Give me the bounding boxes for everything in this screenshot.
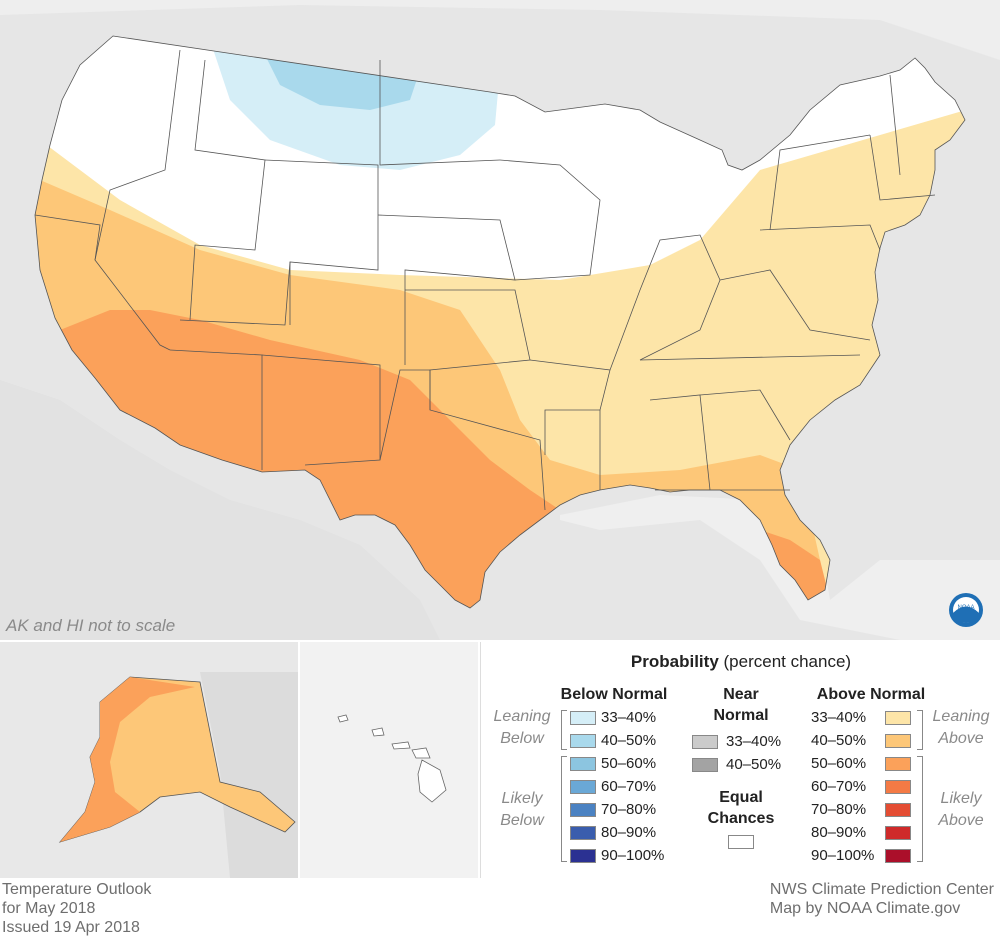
legend-label: 40–50% — [811, 732, 867, 749]
above-normal-header: Above Normal — [816, 686, 926, 703]
legend-swatch — [885, 734, 911, 748]
conus-map-svg: NOAA — [0, 0, 1000, 640]
equal-chances-line2: Chances — [707, 810, 775, 827]
legend-label: 50–60% — [601, 755, 657, 772]
legend-label: 60–70% — [811, 778, 867, 795]
near-normal-header: Near Normal — [691, 684, 791, 726]
equal-chances-swatch — [728, 835, 754, 849]
legend-swatch — [692, 758, 718, 772]
alaska-band-50-60 — [60, 677, 195, 842]
hawaii-islands — [337, 714, 447, 803]
footer-issued: Issued 19 Apr 2018 — [2, 919, 140, 936]
footer-right: NWS Climate Prediction Center Map by NOA… — [770, 880, 994, 918]
footer-period: for May 2018 — [2, 900, 96, 917]
scale-note: AK and HI not to scale — [6, 616, 176, 635]
legend-title-bold: Probability — [630, 652, 719, 671]
legend-swatch — [570, 803, 596, 817]
mexico-region — [0, 380, 440, 640]
legend-label: 33–40% — [811, 709, 867, 726]
legend-swatch — [570, 757, 596, 771]
legend-swatch — [885, 826, 911, 840]
legend: Probability (percent chance) Below Norma… — [480, 642, 1000, 878]
leaning-below-label: Leaning Below — [483, 706, 561, 750]
likely-below-bracket — [561, 756, 567, 862]
leaning-below-line2: Below — [500, 730, 544, 747]
conus-map: NOAA AK and HI not to scale — [0, 0, 1000, 640]
alaska-inset — [0, 642, 298, 878]
hawaii-svg — [337, 714, 447, 803]
hawaii-inset — [300, 642, 478, 878]
leaning-above-line2: Above — [938, 730, 984, 747]
legend-label: 90–100% — [811, 847, 875, 864]
legend-label: 40–50% — [726, 756, 782, 773]
near-normal-line1: Near — [723, 686, 759, 703]
likely-below-line1: Likely — [501, 790, 543, 807]
legend-swatch — [570, 711, 596, 725]
legend-swatch — [885, 711, 911, 725]
legend-swatch — [570, 849, 596, 863]
likely-above-bracket — [917, 756, 923, 862]
legend-label: 33–40% — [726, 733, 782, 750]
leaning-above-label: Leaning Above — [923, 706, 999, 750]
alaska-svg — [58, 672, 298, 878]
legend-swatch — [692, 735, 718, 749]
legend-label: 50–60% — [811, 755, 867, 772]
legend-swatch — [885, 803, 911, 817]
legend-label: 33–40% — [601, 709, 657, 726]
state-boundaries — [34, 35, 966, 609]
legend-label: 80–90% — [601, 824, 657, 841]
footer-source: NWS Climate Prediction Center — [769, 881, 994, 898]
legend-label: 60–70% — [601, 778, 657, 795]
legend-swatch — [570, 826, 596, 840]
likely-below-label: Likely Below — [483, 788, 561, 832]
legend-swatch — [885, 757, 911, 771]
below-normal-header: Below Normal — [560, 686, 668, 703]
legend-title-rest: (percent chance) — [718, 652, 852, 671]
footer-credit: Map by NOAA Climate.gov — [769, 900, 961, 917]
equal-chances-header: Equal Chances — [691, 787, 791, 829]
gulf-water — [560, 495, 1000, 640]
legend-swatch — [570, 734, 596, 748]
likely-below-line2: Below — [500, 812, 544, 829]
legend-label: 90–100% — [601, 847, 665, 864]
likely-above-label: Likely Above — [923, 788, 999, 832]
likely-above-line2: Above — [938, 812, 984, 829]
equal-chances-line1: Equal — [719, 789, 763, 806]
noaa-logo: NOAA — [949, 593, 983, 627]
leaning-above-bracket — [917, 710, 923, 750]
svg-text:NOAA: NOAA — [957, 605, 974, 611]
canada-region — [0, 0, 1000, 60]
legend-title: Probability (percent chance) — [481, 652, 1000, 672]
leaning-below-line1: Leaning — [493, 708, 551, 725]
footer-title: Temperature Outlook — [2, 881, 152, 898]
leaning-above-line1: Leaning — [932, 708, 990, 725]
legend-label: 40–50% — [601, 732, 657, 749]
leaning-below-bracket — [561, 710, 567, 750]
legend-label: 80–90% — [811, 824, 867, 841]
near-normal-line2: Normal — [713, 707, 769, 724]
legend-swatch — [885, 780, 911, 794]
legend-label: 70–80% — [811, 801, 867, 818]
legend-label: 70–80% — [601, 801, 657, 818]
legend-swatch — [885, 849, 911, 863]
footer-left: Temperature Outlook for May 2018 Issued … — [2, 880, 151, 937]
legend-swatch — [570, 780, 596, 794]
likely-above-line1: Likely — [940, 790, 982, 807]
